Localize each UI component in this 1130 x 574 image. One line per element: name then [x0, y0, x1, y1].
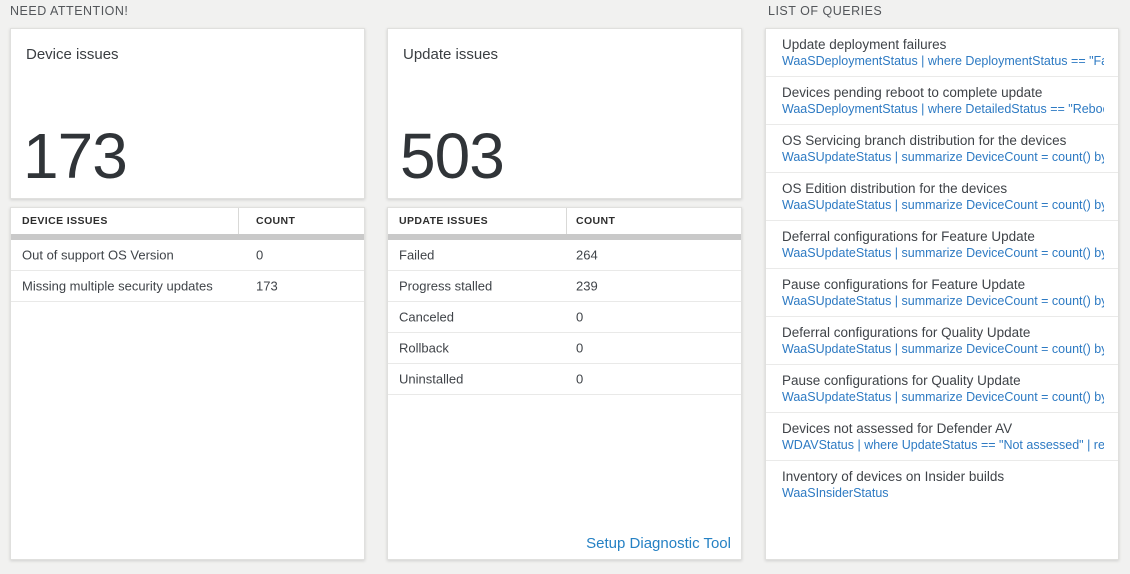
horizontal-scrollbar[interactable] — [388, 234, 741, 240]
column-header-count: COUNT — [576, 215, 616, 227]
issue-label: Canceled — [399, 309, 454, 325]
device-issues-table: DEVICE ISSUES COUNT Out of support OS Ve… — [10, 207, 365, 560]
query-title: OS Servicing branch distribution for the… — [782, 133, 1067, 148]
issue-count: 0 — [576, 309, 584, 325]
issue-count: 173 — [256, 278, 278, 294]
query-item-pause-feature-update[interactable]: Pause configurations for Feature Update … — [766, 269, 1118, 317]
table-row-rollback[interactable]: Rollback 0 — [388, 333, 741, 364]
query-text: WaaSDeploymentStatus | where DetailedSta… — [782, 102, 1104, 116]
list-of-queries-panel: Update deployment failures WaaSDeploymen… — [765, 28, 1119, 560]
query-text: WaaSUpdateStatus | summarize DeviceCount… — [782, 246, 1104, 260]
table-row-canceled[interactable]: Canceled 0 — [388, 302, 741, 333]
issue-count: 239 — [576, 278, 598, 294]
update-issues-table-header: UPDATE ISSUES COUNT — [388, 208, 741, 234]
query-text: WaaSUpdateStatus | summarize DeviceCount… — [782, 150, 1104, 164]
query-title: Inventory of devices on Insider builds — [782, 469, 1005, 484]
issue-label: Uninstalled — [399, 371, 464, 387]
issue-label: Failed — [399, 247, 435, 263]
device-issues-title: Device issues — [26, 46, 119, 63]
column-divider — [238, 208, 239, 234]
update-issues-title: Update issues — [403, 46, 499, 63]
table-row-out-of-support-os[interactable]: Out of support OS Version 0 — [11, 240, 364, 271]
query-text: WaaSUpdateStatus | summarize DeviceCount… — [782, 342, 1104, 356]
setup-diagnostic-tool-link[interactable]: Setup Diagnostic Tool — [586, 535, 731, 552]
query-item-update-deployment-failures[interactable]: Update deployment failures WaaSDeploymen… — [766, 29, 1118, 77]
query-text: WaaSUpdateStatus | summarize DeviceCount… — [782, 198, 1104, 212]
query-title: Devices pending reboot to complete updat… — [782, 85, 1043, 100]
query-item-devices-pending-reboot[interactable]: Devices pending reboot to complete updat… — [766, 77, 1118, 125]
table-row-uninstalled[interactable]: Uninstalled 0 — [388, 364, 741, 395]
query-item-insider-builds-inventory[interactable]: Inventory of devices on Insider builds W… — [766, 461, 1118, 508]
update-issues-total: 503 — [400, 120, 505, 192]
query-text: WaaSUpdateStatus | summarize DeviceCount… — [782, 390, 1104, 404]
issue-label: Out of support OS Version — [22, 247, 174, 263]
issue-count: 0 — [576, 340, 584, 356]
query-title: Pause configurations for Quality Update — [782, 373, 1021, 388]
issue-label: Progress stalled — [399, 278, 493, 294]
device-issues-tile[interactable]: Device issues 173 — [10, 28, 365, 199]
issue-label: Missing multiple security updates — [22, 278, 213, 294]
query-title: Pause configurations for Feature Update — [782, 277, 1026, 292]
query-title: OS Edition distribution for the devices — [782, 181, 1008, 196]
issue-label: Rollback — [399, 340, 449, 356]
column-header-update-issues: UPDATE ISSUES — [399, 215, 489, 227]
update-issues-tile[interactable]: Update issues 503 — [387, 28, 742, 199]
query-title: Devices not assessed for Defender AV — [782, 421, 1013, 436]
query-item-deferral-quality-update[interactable]: Deferral configurations for Quality Upda… — [766, 317, 1118, 365]
query-item-os-edition-distribution[interactable]: OS Edition distribution for the devices … — [766, 173, 1118, 221]
table-row-missing-security-updates[interactable]: Missing multiple security updates 173 — [11, 271, 364, 302]
query-item-os-servicing-branch[interactable]: OS Servicing branch distribution for the… — [766, 125, 1118, 173]
horizontal-scrollbar[interactable] — [11, 234, 364, 240]
column-header-count: COUNT — [256, 215, 296, 227]
need-attention-header: NEED ATTENTION! — [10, 4, 129, 18]
query-title: Deferral configurations for Feature Upda… — [782, 229, 1035, 244]
query-title: Deferral configurations for Quality Upda… — [782, 325, 1031, 340]
query-item-pause-quality-update[interactable]: Pause configurations for Quality Update … — [766, 365, 1118, 413]
list-of-queries-header: LIST OF QUERIES — [768, 4, 883, 18]
query-title: Update deployment failures — [782, 37, 947, 52]
device-issues-table-header: DEVICE ISSUES COUNT — [11, 208, 364, 234]
query-text: WaaSUpdateStatus | summarize DeviceCount… — [782, 294, 1104, 308]
query-text: WaaSDeploymentStatus | where DeploymentS… — [782, 54, 1104, 68]
table-row-failed[interactable]: Failed 264 — [388, 240, 741, 271]
issue-count: 264 — [576, 247, 598, 263]
table-row-progress-stalled[interactable]: Progress stalled 239 — [388, 271, 741, 302]
column-header-device-issues: DEVICE ISSUES — [22, 215, 108, 227]
issue-count: 0 — [256, 247, 264, 263]
device-issues-total: 173 — [23, 120, 128, 192]
update-issues-table: UPDATE ISSUES COUNT Failed 264 Progress … — [387, 207, 742, 560]
query-item-deferral-feature-update[interactable]: Deferral configurations for Feature Upda… — [766, 221, 1118, 269]
column-divider — [566, 208, 567, 234]
query-text: WDAVStatus | where UpdateStatus == "Not … — [782, 438, 1104, 452]
issue-count: 0 — [576, 371, 584, 387]
query-item-defender-av-not-assessed[interactable]: Devices not assessed for Defender AV WDA… — [766, 413, 1118, 461]
query-text: WaaSInsiderStatus — [782, 486, 889, 500]
